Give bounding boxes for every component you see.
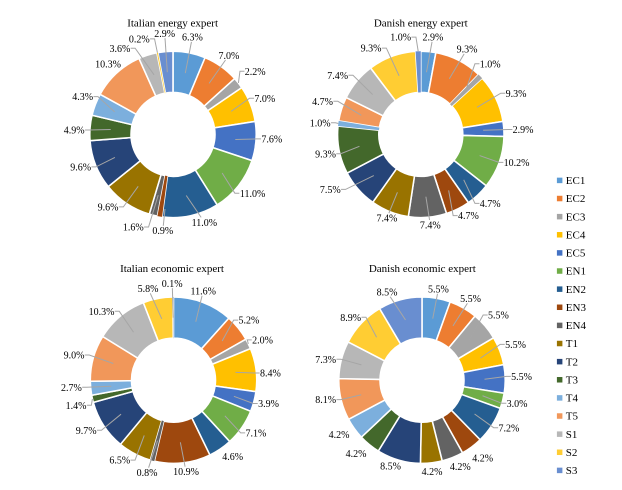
svg-text:4.2%: 4.2% [329,430,350,441]
svg-text:11.6%: 11.6% [190,287,215,298]
svg-text:4.7%: 4.7% [458,211,479,222]
svg-text:2.7%: 2.7% [61,383,82,394]
svg-text:9.3%: 9.3% [457,45,478,56]
svg-text:3.6%: 3.6% [109,44,130,55]
svg-text:8.5%: 8.5% [380,461,401,472]
svg-text:2.0%: 2.0% [252,336,273,347]
svg-text:T1: T1 [566,338,578,350]
svg-text:4.2%: 4.2% [450,462,471,473]
svg-text:7.5%: 7.5% [320,185,341,196]
svg-text:4.7%: 4.7% [480,199,501,210]
svg-text:9.6%: 9.6% [70,163,91,174]
svg-text:Italian economic expert: Italian economic expert [120,263,224,275]
svg-text:EC3: EC3 [566,211,586,223]
svg-text:2.2%: 2.2% [245,67,266,78]
svg-text:EC4: EC4 [566,229,586,241]
svg-text:11.0%: 11.0% [192,218,217,229]
svg-text:9.0%: 9.0% [64,351,85,362]
svg-text:7.4%: 7.4% [376,214,397,225]
svg-text:1.4%: 1.4% [66,401,87,412]
svg-text:9.3%: 9.3% [315,149,336,160]
svg-text:2.9%: 2.9% [513,125,534,136]
svg-text:EN3: EN3 [566,302,587,314]
svg-text:10.2%: 10.2% [504,158,530,169]
svg-text:10.3%: 10.3% [95,60,121,71]
svg-text:Danish economic expert: Danish economic expert [369,263,476,275]
svg-text:7.6%: 7.6% [261,135,282,146]
svg-text:0.8%: 0.8% [137,468,158,479]
svg-text:4.2%: 4.2% [472,453,493,464]
svg-text:5.8%: 5.8% [138,284,159,295]
svg-text:4.7%: 4.7% [312,97,333,108]
svg-text:10.3%: 10.3% [89,307,115,318]
svg-text:Danish energy expert: Danish energy expert [374,18,468,30]
svg-text:T3: T3 [566,374,579,386]
svg-text:5.5%: 5.5% [460,294,481,305]
svg-text:7.2%: 7.2% [498,423,519,434]
svg-text:7.0%: 7.0% [254,94,275,105]
svg-text:8.9%: 8.9% [340,313,361,324]
svg-text:11.0%: 11.0% [240,189,265,200]
svg-text:7.3%: 7.3% [315,355,336,366]
svg-text:4.3%: 4.3% [72,92,93,103]
svg-text:6.5%: 6.5% [109,456,130,467]
svg-text:5.2%: 5.2% [238,316,259,327]
svg-text:10.9%: 10.9% [173,467,199,478]
svg-text:8.1%: 8.1% [315,395,336,406]
svg-text:2.9%: 2.9% [154,29,175,40]
svg-text:8.5%: 8.5% [377,288,398,299]
svg-text:0.1%: 0.1% [162,279,183,290]
svg-text:3.0%: 3.0% [507,399,528,410]
svg-text:S1: S1 [566,429,578,441]
svg-text:T5: T5 [566,411,579,423]
svg-text:4.2%: 4.2% [346,449,367,460]
svg-text:1.0%: 1.0% [310,118,331,129]
svg-text:5.5%: 5.5% [488,311,509,322]
svg-text:7.0%: 7.0% [218,51,239,62]
svg-text:T4: T4 [566,393,579,405]
svg-text:4.9%: 4.9% [64,126,85,137]
svg-text:7.1%: 7.1% [245,429,266,440]
svg-text:0.9%: 0.9% [152,226,173,237]
svg-text:0.2%: 0.2% [129,35,150,46]
svg-text:5.5%: 5.5% [511,372,532,383]
svg-text:S3: S3 [566,465,578,477]
svg-text:5.5%: 5.5% [428,285,449,296]
svg-text:8.4%: 8.4% [260,369,281,380]
svg-text:S2: S2 [566,447,578,459]
svg-text:3.9%: 3.9% [258,399,279,410]
svg-text:9.7%: 9.7% [76,426,97,437]
svg-text:EC5: EC5 [566,248,586,260]
svg-text:EN4: EN4 [566,320,587,332]
svg-text:1.6%: 1.6% [123,223,144,234]
svg-text:EC2: EC2 [566,193,586,205]
svg-text:6.3%: 6.3% [182,33,203,44]
svg-text:2.9%: 2.9% [422,33,443,44]
svg-text:1.0%: 1.0% [390,33,411,44]
svg-text:EN2: EN2 [566,284,586,296]
svg-text:T2: T2 [566,356,578,368]
svg-text:5.5%: 5.5% [505,340,526,351]
svg-text:EN1: EN1 [566,266,586,278]
svg-text:4.2%: 4.2% [422,467,443,478]
svg-text:EC1: EC1 [566,175,586,187]
svg-text:7.4%: 7.4% [420,220,441,231]
svg-text:9.3%: 9.3% [506,89,527,100]
svg-text:1.0%: 1.0% [480,59,501,70]
svg-text:4.6%: 4.6% [222,452,243,463]
svg-text:7.4%: 7.4% [327,71,348,82]
svg-text:9.6%: 9.6% [98,203,119,214]
svg-text:Italian energy expert: Italian energy expert [127,18,218,30]
svg-text:9.3%: 9.3% [361,44,382,55]
